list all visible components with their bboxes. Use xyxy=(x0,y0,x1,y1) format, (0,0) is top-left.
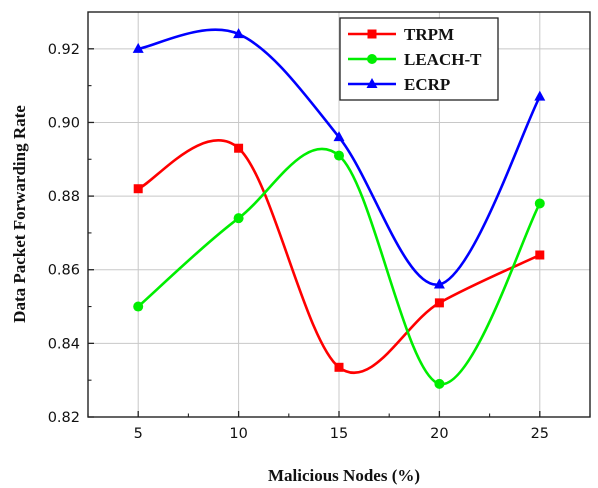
x-tick-label: 25 xyxy=(531,426,549,442)
series-trpm xyxy=(133,139,545,375)
series-line-trpm xyxy=(137,139,541,375)
data-point-trpm xyxy=(535,250,545,260)
data-point-trpm xyxy=(334,362,344,372)
x-axis-title: Malicious Nodes (%) xyxy=(268,466,420,485)
data-point-ecrp xyxy=(433,278,445,289)
grid-lines xyxy=(88,12,590,417)
y-tick-label: 0.90 xyxy=(48,115,80,131)
data-point-leach-t xyxy=(334,150,344,161)
legend-marker-ecrp xyxy=(366,78,378,88)
legend-marker-leach-t xyxy=(367,54,377,64)
legend-label-ecrp: ECRP xyxy=(404,75,450,94)
x-tick-label: 5 xyxy=(134,426,143,442)
y-tick-label: 0.86 xyxy=(48,263,80,279)
y-tick-label: 0.84 xyxy=(48,336,80,352)
legend: TRPM LEACH-T ECRP xyxy=(339,17,499,101)
data-point-leach-t xyxy=(133,301,144,312)
data-point-ecrp xyxy=(132,42,144,53)
series-ecrp xyxy=(132,28,546,289)
series-line-ecrp xyxy=(137,28,541,286)
legend-label-trpm: TRPM xyxy=(404,25,454,44)
y-axis-title: Data Packet Forwarding Rate xyxy=(10,105,29,323)
x-tick-label: 15 xyxy=(330,426,348,442)
data-point-trpm xyxy=(434,298,444,308)
data-point-leach-t xyxy=(233,213,244,224)
legend-marker-trpm xyxy=(367,29,377,39)
legend-label-leach-t: LEACH-T xyxy=(404,50,482,69)
series-layer xyxy=(132,28,546,389)
y-tick-label: 0.92 xyxy=(48,42,80,58)
data-point-leach-t xyxy=(434,378,445,389)
data-point-ecrp xyxy=(534,90,546,101)
data-point-ecrp xyxy=(233,28,245,39)
x-tick-label: 10 xyxy=(229,426,247,442)
y-tick-label: 0.82 xyxy=(48,410,80,426)
y-tick-label: 0.88 xyxy=(48,189,80,205)
data-point-trpm xyxy=(133,184,143,194)
data-point-ecrp xyxy=(333,131,345,142)
data-point-trpm xyxy=(234,143,244,153)
x-tick-label: 20 xyxy=(430,426,448,442)
data-point-leach-t xyxy=(534,198,545,209)
series-leach-t xyxy=(133,147,545,389)
series-line-leach-t xyxy=(137,147,541,386)
axis-ticks: 0.82 0.84 0.86 0.88 0.90 0.92 5 10 15 20 25 xyxy=(48,42,591,442)
